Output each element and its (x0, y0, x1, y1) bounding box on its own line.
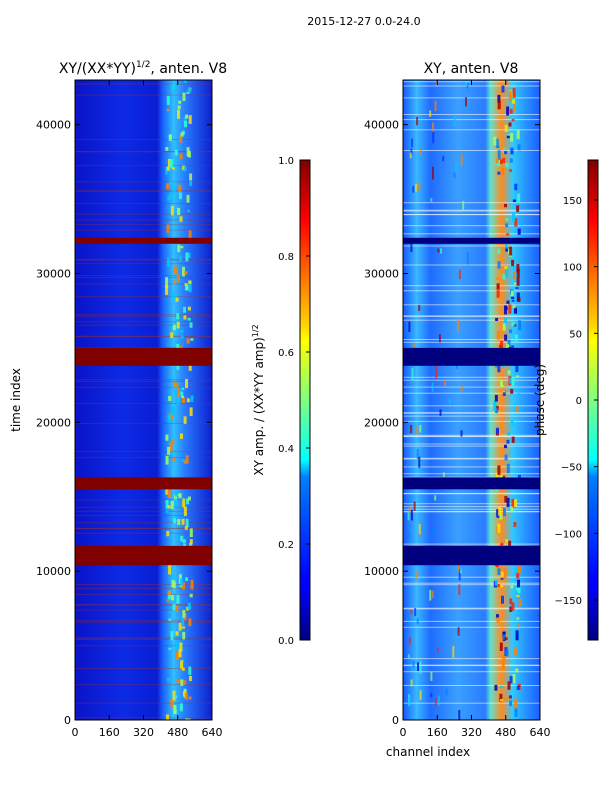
left-ytick-label: 30000 (36, 267, 71, 280)
left-panel-title: XY/(XX*YY)1/2, anten. V8 (59, 60, 227, 77)
left-colorbar-tick-label: 0.0 (278, 636, 294, 647)
left-colorbar-tick-label: 1.0 (278, 156, 294, 167)
left-ylabel: time index (9, 368, 23, 432)
right-xtick-label: 160 (427, 726, 448, 739)
right-xtick-label: 0 (400, 726, 407, 739)
right-colorbar-tick-label: 100 (563, 263, 582, 274)
right-panel: XY, anten. V8 0 10000 20000 30000 40000 0 160… (364, 61, 551, 759)
right-colorbar: −150 −100 −50 0 50 100 150 phase (deg) (533, 159, 599, 641)
right-colorbar-tick-label: 50 (569, 329, 582, 340)
left-colorbar-tick-label: 0.2 (278, 540, 294, 551)
right-xtick-label: 480 (495, 726, 516, 739)
right-panel-title: XY, anten. V8 (424, 61, 519, 77)
left-colorbar-tick-label: 0.4 (278, 444, 294, 455)
right-xtick-label: 640 (530, 726, 551, 739)
left-ytick-label: 40000 (36, 119, 71, 132)
left-xtick-label: 640 (202, 726, 223, 739)
left-heatmap (75, 80, 212, 720)
left-xtick-label: 480 (167, 726, 188, 739)
left-ytick-label: 10000 (36, 565, 71, 578)
right-colorbar-tick-label: −100 (555, 529, 582, 540)
left-colorbar-label: XY amp. / (XX*YY amp)1/2 (251, 324, 266, 475)
left-colorbar: 0.0 0.2 0.4 0.6 0.8 1.0 XY amp. / (XX*YY amp)… (251, 156, 311, 647)
left-colorbar-tick-label: 0.6 (278, 348, 294, 359)
right-flagged-band (403, 237, 540, 244)
right-ytick-label: 40000 (364, 119, 399, 132)
right-flagged-band (403, 347, 540, 366)
left-flagged-band (75, 477, 212, 490)
left-panel: XY/(XX*YY)1/2, anten. V8 0 10000 20000 3000… (9, 60, 227, 739)
right-heatmap (403, 80, 540, 720)
right-xlabel: channel index (386, 745, 470, 759)
figure-title: 2015-12-27 0.0-24.0 (307, 15, 420, 28)
right-flagged-band (403, 545, 540, 566)
left-flagged-band (75, 347, 212, 366)
right-colorbar-tick-label: 0 (576, 396, 582, 407)
right-colorbar-tick-label: 150 (563, 196, 582, 207)
left-flagged-band (75, 237, 212, 244)
right-ytick-label: 0 (392, 714, 399, 727)
left-flagged-band (75, 545, 212, 566)
right-colorbar-tick-label: −50 (561, 463, 582, 474)
left-xtick-label: 320 (133, 726, 154, 739)
right-xtick-label: 320 (461, 726, 482, 739)
left-colorbar-tick-label: 0.8 (278, 252, 294, 263)
left-xtick-label: 0 (72, 726, 79, 739)
right-colorbar-label: phase (deg) (533, 364, 547, 436)
right-ytick-label: 20000 (364, 416, 399, 429)
left-ytick-label: 0 (64, 714, 71, 727)
right-ytick-label: 30000 (364, 267, 399, 280)
right-flagged-band (403, 477, 540, 490)
right-colorbar-tick-label: −150 (555, 596, 582, 607)
left-ytick-label: 20000 (36, 416, 71, 429)
left-xtick-label: 160 (99, 726, 120, 739)
right-ytick-label: 10000 (364, 565, 399, 578)
